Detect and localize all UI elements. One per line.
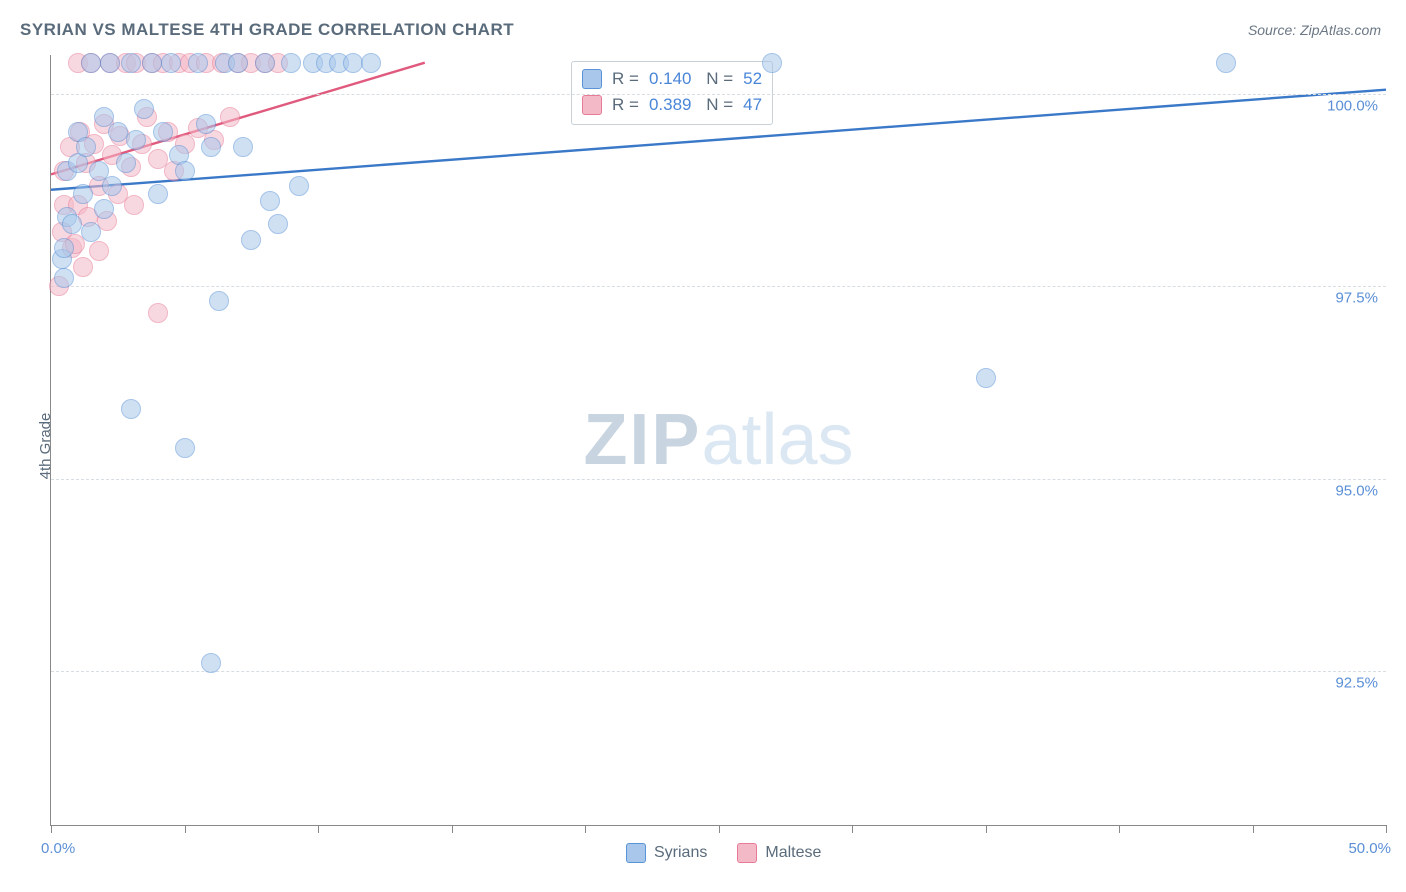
scatter-point-syrian bbox=[148, 184, 168, 204]
scatter-point-syrian bbox=[289, 176, 309, 196]
scatter-point-syrian bbox=[121, 399, 141, 419]
y-tick-label: 95.0% bbox=[1335, 482, 1378, 499]
scatter-point-syrian bbox=[100, 53, 120, 73]
scatter-point-syrian bbox=[343, 53, 363, 73]
scatter-point-syrian bbox=[976, 368, 996, 388]
gridline bbox=[51, 671, 1386, 672]
scatter-point-syrian bbox=[175, 161, 195, 181]
scatter-point-maltese bbox=[220, 107, 240, 127]
scatter-point-syrian bbox=[94, 199, 114, 219]
stats-r-syrian: 0.140 bbox=[649, 69, 692, 89]
scatter-point-syrian bbox=[201, 653, 221, 673]
scatter-point-syrian bbox=[108, 122, 128, 142]
scatter-point-syrian bbox=[1216, 53, 1236, 73]
swatch-syrian bbox=[582, 69, 602, 89]
scatter-point-maltese bbox=[89, 241, 109, 261]
gridline bbox=[51, 94, 1386, 95]
scatter-point-syrian bbox=[102, 176, 122, 196]
scatter-point-syrian bbox=[81, 222, 101, 242]
x-tick bbox=[986, 825, 987, 833]
x-tick bbox=[719, 825, 720, 833]
watermark: ZIPatlas bbox=[583, 399, 853, 481]
stats-r-maltese: 0.389 bbox=[649, 95, 692, 115]
x-tick bbox=[585, 825, 586, 833]
scatter-point-syrian bbox=[153, 122, 173, 142]
x-tick bbox=[1119, 825, 1120, 833]
x-tick bbox=[1253, 825, 1254, 833]
x-tick bbox=[1386, 825, 1387, 833]
scatter-point-syrian bbox=[268, 214, 288, 234]
scatter-point-syrian bbox=[260, 191, 280, 211]
scatter-point-syrian bbox=[281, 53, 301, 73]
watermark-bold: ZIP bbox=[583, 400, 701, 480]
scatter-point-maltese bbox=[124, 195, 144, 215]
scatter-point-syrian bbox=[241, 230, 261, 250]
scatter-point-syrian bbox=[228, 53, 248, 73]
scatter-point-syrian bbox=[762, 53, 782, 73]
scatter-point-syrian bbox=[81, 53, 101, 73]
scatter-point-syrian bbox=[233, 137, 253, 157]
stats-n-label: N = bbox=[701, 95, 733, 115]
gridline bbox=[51, 286, 1386, 287]
scatter-point-syrian bbox=[142, 53, 162, 73]
scatter-point-maltese bbox=[73, 257, 93, 277]
scatter-point-syrian bbox=[175, 438, 195, 458]
scatter-point-syrian bbox=[201, 137, 221, 157]
swatch-syrian bbox=[626, 843, 646, 863]
chart-container: SYRIAN VS MALTESE 4TH GRADE CORRELATION … bbox=[0, 0, 1406, 892]
stats-n-label: N = bbox=[701, 69, 733, 89]
watermark-light: atlas bbox=[701, 400, 853, 480]
scatter-point-syrian bbox=[73, 184, 93, 204]
plot-area: ZIPatlas R = 0.140 N = 52 R = 0.389 N = … bbox=[50, 55, 1386, 826]
scatter-point-syrian bbox=[126, 130, 146, 150]
swatch-maltese bbox=[582, 95, 602, 115]
scatter-point-syrian bbox=[54, 238, 74, 258]
scatter-point-syrian bbox=[76, 137, 96, 157]
scatter-point-syrian bbox=[196, 114, 216, 134]
legend-label-syrian: Syrians bbox=[654, 844, 707, 862]
scatter-point-syrian bbox=[161, 53, 181, 73]
x-tick-label: 50.0% bbox=[1348, 840, 1391, 857]
y-tick-label: 100.0% bbox=[1327, 97, 1378, 114]
chart-source: Source: ZipAtlas.com bbox=[1248, 22, 1381, 38]
legend-item-maltese: Maltese bbox=[737, 843, 821, 863]
scatter-point-syrian bbox=[116, 153, 136, 173]
scatter-point-syrian bbox=[62, 214, 82, 234]
x-tick-label: 0.0% bbox=[41, 840, 75, 857]
legend-label-maltese: Maltese bbox=[765, 844, 821, 862]
stats-n-syrian: 52 bbox=[743, 69, 762, 89]
x-tick bbox=[452, 825, 453, 833]
scatter-point-syrian bbox=[134, 99, 154, 119]
y-tick-label: 92.5% bbox=[1335, 675, 1378, 692]
scatter-point-syrian bbox=[255, 53, 275, 73]
scatter-point-syrian bbox=[188, 53, 208, 73]
chart-title: SYRIAN VS MALTESE 4TH GRADE CORRELATION … bbox=[20, 20, 514, 40]
x-tick bbox=[852, 825, 853, 833]
trend-lines-layer bbox=[51, 55, 1386, 825]
scatter-point-maltese bbox=[148, 303, 168, 323]
gridline bbox=[51, 479, 1386, 480]
stats-r-label: R = bbox=[612, 95, 639, 115]
scatter-point-syrian bbox=[121, 53, 141, 73]
stats-row-maltese: R = 0.389 N = 47 bbox=[582, 92, 762, 118]
stats-row-syrian: R = 0.140 N = 52 bbox=[582, 66, 762, 92]
scatter-point-syrian bbox=[54, 268, 74, 288]
x-tick bbox=[51, 825, 52, 833]
stats-n-maltese: 47 bbox=[743, 95, 762, 115]
legend-item-syrian: Syrians bbox=[626, 843, 707, 863]
bottom-legend: Syrians Maltese bbox=[626, 843, 821, 863]
swatch-maltese bbox=[737, 843, 757, 863]
x-tick bbox=[318, 825, 319, 833]
scatter-point-syrian bbox=[209, 291, 229, 311]
x-tick bbox=[185, 825, 186, 833]
stats-r-label: R = bbox=[612, 69, 639, 89]
y-tick-label: 97.5% bbox=[1335, 290, 1378, 307]
scatter-point-syrian bbox=[361, 53, 381, 73]
